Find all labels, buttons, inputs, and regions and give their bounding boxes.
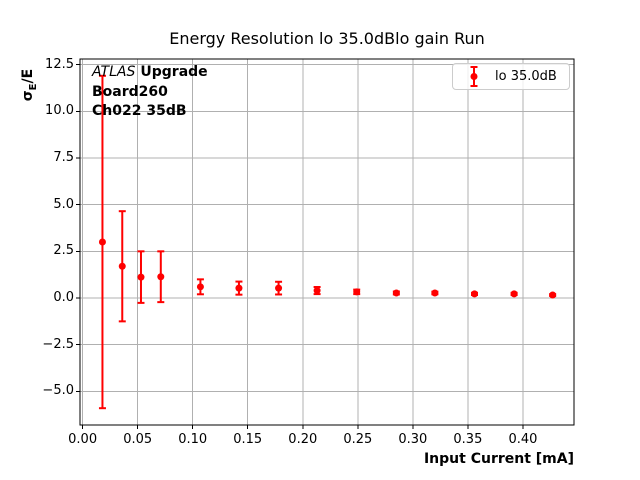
legend-label: lo 35.0dB bbox=[495, 69, 557, 84]
data-point bbox=[431, 289, 439, 297]
data-point bbox=[157, 273, 165, 281]
data-point bbox=[353, 288, 361, 296]
y-tick-label: −2.5 bbox=[42, 336, 74, 352]
x-tick-label: 0.05 bbox=[123, 432, 153, 447]
chart-title: Energy Resolution lo 35.0dBlo gain Run bbox=[169, 29, 485, 48]
errorbar-marker-icon bbox=[470, 66, 478, 87]
x-tick-label: 0.20 bbox=[288, 432, 318, 447]
ylabel-sigma: σ bbox=[20, 90, 36, 102]
y-tick-label: 0.0 bbox=[53, 290, 74, 306]
annotation: ATLAS Upgrade Board260 Ch022 35dB bbox=[92, 63, 208, 122]
x-tick-label: 0.10 bbox=[178, 432, 208, 447]
y-axis-label: σE/E bbox=[18, 67, 39, 103]
x-tick-label: 0.00 bbox=[68, 432, 98, 447]
annotation-board: Board260 bbox=[92, 83, 168, 100]
annotation-channel: Ch022 35dB bbox=[92, 103, 187, 119]
data-point bbox=[510, 290, 518, 298]
data-point bbox=[118, 262, 126, 270]
data-point bbox=[313, 287, 321, 295]
legend: lo 35.0dB bbox=[452, 63, 570, 90]
data-point bbox=[98, 238, 106, 246]
data-point bbox=[235, 284, 243, 292]
y-tick-label: 12.5 bbox=[45, 56, 74, 72]
x-tick-label: 0.40 bbox=[508, 432, 538, 447]
data-point bbox=[392, 289, 400, 297]
data-point bbox=[196, 283, 204, 291]
y-tick-label: 5.0 bbox=[53, 196, 74, 212]
y-tick-label: −5.0 bbox=[42, 383, 74, 399]
data-point bbox=[275, 284, 283, 292]
x-tick-label: 0.25 bbox=[343, 432, 373, 447]
x-axis-label: Input Current [mA] bbox=[423, 451, 574, 467]
y-tick-label: 2.5 bbox=[53, 243, 74, 259]
data-point bbox=[137, 273, 145, 281]
annotation-experiment: ATLAS bbox=[92, 64, 136, 80]
data-point bbox=[549, 291, 557, 299]
data-point bbox=[470, 290, 478, 298]
annotation-line-1: ATLAS Upgrade bbox=[92, 63, 208, 83]
ylabel-subscript: E bbox=[27, 83, 39, 91]
y-tick-label: 10.0 bbox=[45, 103, 74, 119]
axes-spines bbox=[79, 58, 575, 426]
annotation-upgrade: Upgrade bbox=[140, 64, 208, 80]
x-tick-label: 0.35 bbox=[453, 432, 483, 447]
y-tick-label: 7.5 bbox=[53, 149, 74, 165]
x-tick-label: 0.30 bbox=[398, 432, 428, 447]
x-tick-label: 0.15 bbox=[233, 432, 263, 447]
